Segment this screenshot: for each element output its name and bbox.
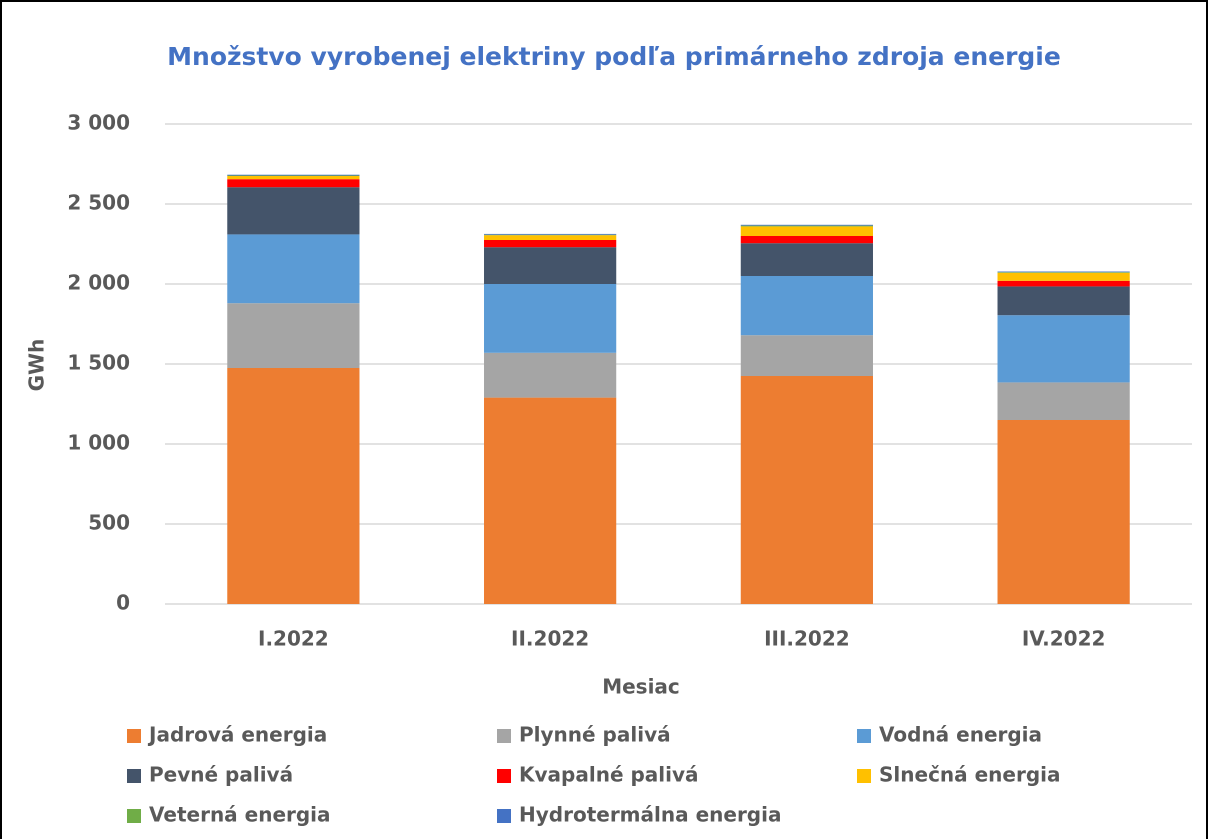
legend-swatch [127,809,141,823]
legend-label: Slnečná energia [879,763,1061,787]
bar-segment [484,240,617,248]
bar-segment [484,235,617,240]
legend-swatch [857,769,871,783]
y-tick-label: 2 000 [67,271,130,295]
x-tick-label: IV.2022 [1022,627,1106,651]
bar-segment [484,352,617,398]
legend-swatch [497,769,511,783]
legend-swatch [127,769,141,783]
y-tick-label: 1 500 [67,351,130,375]
bar-segment [740,335,873,376]
legend-label: Veterná energia [149,803,331,827]
bar-segment [997,382,1130,420]
legend-swatch [497,809,511,823]
legend-label: Kvapalné palivá [519,763,699,787]
bar-segment [227,368,360,604]
bar-segment [484,397,617,604]
chart-title: Množstvo vyrobenej elektriny podľa primá… [167,42,1061,71]
bar-segment [997,272,1130,281]
bar-segment [997,286,1130,316]
bar-segment [227,176,360,180]
bar-segment [997,420,1130,604]
legend-swatch [127,729,141,743]
legend-label: Pevné palivá [149,763,293,787]
bar-segment [740,243,873,276]
legend-label: Vodná energia [879,723,1042,747]
x-tick-label: I.2022 [258,627,329,651]
bar-segment [484,233,617,235]
bar-segment [227,174,360,176]
bar-segment [227,234,360,304]
bar-segment [997,280,1130,287]
bar-segment [227,303,360,368]
bar-segment [997,272,1130,273]
bar-segment [997,271,1130,273]
bar-segment [740,376,873,604]
y-tick-label: 2 500 [67,191,130,215]
bar-segment [740,236,873,244]
y-tick-label: 3 000 [67,111,130,135]
y-tick-label: 500 [88,511,130,535]
bar-segment [227,179,360,188]
x-tick-label: II.2022 [511,627,589,651]
bar-segment [740,226,873,236]
y-axis-title: GWh [25,339,49,392]
x-axis-title: Mesiac [602,675,680,699]
bar-segment [484,284,617,353]
bar-segment [740,276,873,336]
legend-label: Hydrotermálna energia [519,803,781,827]
bar-segment [740,225,873,227]
bar-segment [740,224,873,226]
legend-label: Plynné palivá [519,723,671,747]
bar-segment [997,315,1130,383]
bar-segment [227,187,360,235]
legend-swatch [497,729,511,743]
legend-swatch [857,729,871,743]
y-tick-label: 1 000 [67,431,130,455]
legend-label: Jadrová energia [147,723,327,747]
x-tick-label: III.2022 [764,627,850,651]
y-tick-label: 0 [116,591,130,615]
bar-segment [484,247,617,284]
